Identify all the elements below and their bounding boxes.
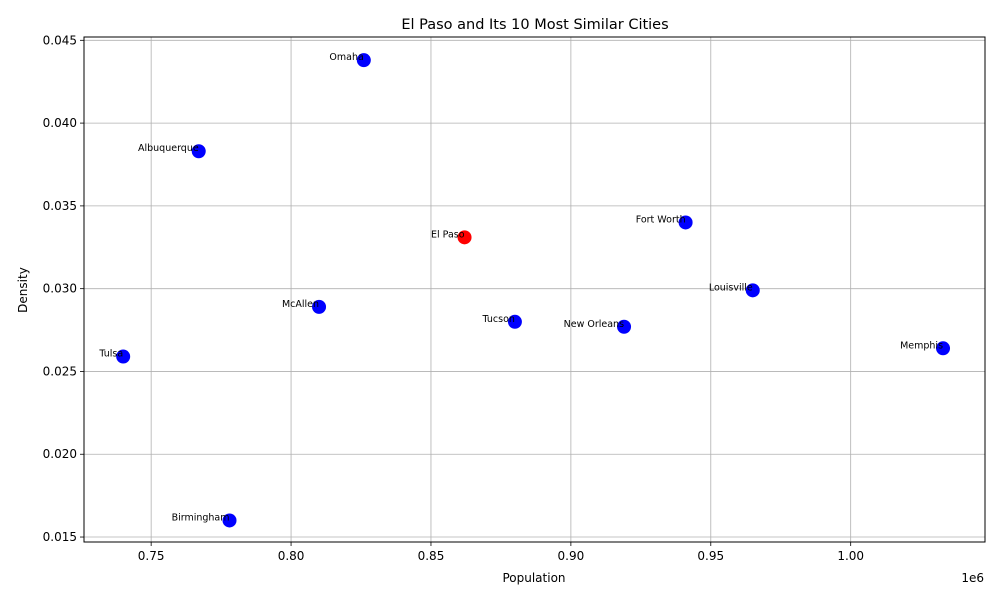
x-tick-label: 0.85 (418, 549, 445, 563)
point-label: McAllen (282, 299, 319, 310)
y-tick-label: 0.045 (43, 33, 77, 47)
x-tick-label: 0.90 (558, 549, 585, 563)
data-point (116, 349, 131, 364)
point-label: Birmingham (172, 512, 230, 523)
point-label: El Paso (431, 229, 465, 240)
y-tick-label: 0.035 (43, 199, 77, 213)
data-point (356, 53, 371, 68)
data-point (222, 513, 237, 528)
x-axis-offset-label: 1e6 (961, 571, 984, 585)
x-axis-ticks: 0.75 0.80 0.85 0.90 0.95 1.00 (138, 542, 864, 563)
y-axis-label: Density (16, 267, 30, 313)
point-label: Tulsa (98, 349, 123, 360)
point-label: Albuquerque (138, 143, 199, 154)
plot-frame (83, 36, 986, 543)
point-labels: Omaha Albuquerque Fort Worth El Paso Louisvi… (98, 52, 943, 523)
y-tick-label: 0.025 (43, 364, 77, 378)
data-point (191, 144, 206, 159)
y-tick-label: 0.030 (43, 282, 77, 296)
x-tick-label: 0.95 (697, 549, 724, 563)
x-tick-label: 1.00 (837, 549, 864, 563)
data-point (457, 230, 472, 245)
y-tick-label: 0.020 (43, 447, 77, 461)
x-tick-label: 0.75 (138, 549, 165, 563)
chart-title: El Paso and Its 10 Most Similar Cities (401, 17, 668, 33)
x-axis-label: Population (502, 571, 565, 585)
data-point (507, 314, 522, 329)
grid (84, 37, 985, 542)
point-label: New Orleans (564, 319, 624, 330)
data-point (936, 341, 951, 356)
point-label: Tucson (482, 314, 515, 325)
point-label: Omaha (329, 52, 363, 63)
y-tick-label: 0.040 (43, 116, 77, 130)
data-points (116, 53, 951, 528)
point-label: Louisville (709, 282, 753, 293)
y-tick-label: 0.015 (43, 530, 77, 544)
data-point (617, 319, 632, 334)
point-label: Fort Worth (636, 214, 686, 225)
data-point (745, 283, 760, 298)
data-point (312, 299, 327, 314)
x-tick-label: 0.80 (278, 549, 305, 563)
data-point (678, 215, 693, 230)
point-label: Memphis (900, 340, 943, 351)
y-axis-ticks: 0.015 0.020 0.025 0.030 0.035 0.040 0.045 (43, 33, 84, 544)
